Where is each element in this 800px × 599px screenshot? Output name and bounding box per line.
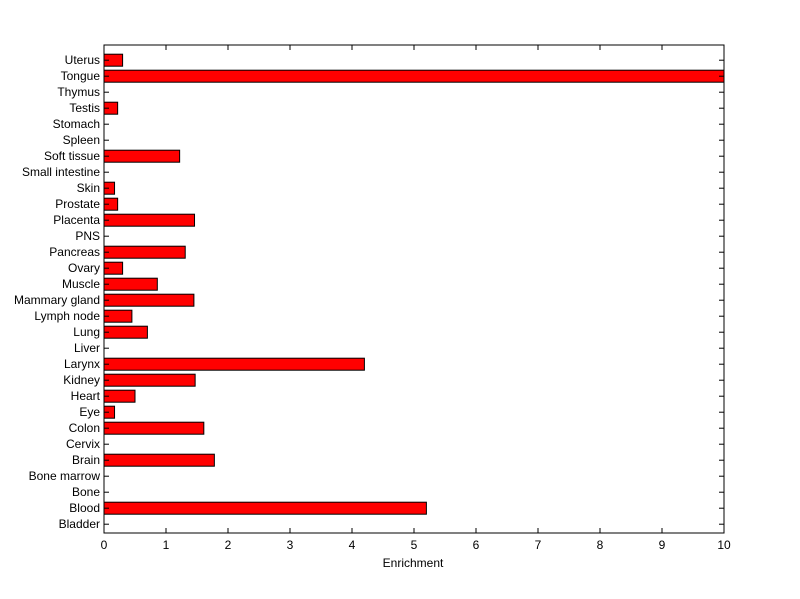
bar-tongue [103, 69, 725, 83]
x-tick-label-6: 6 [473, 538, 480, 552]
y-tick-label-skin: Skin [77, 181, 100, 195]
y-tick-label-thymus: Thymus [57, 85, 100, 99]
bar-brain [103, 453, 215, 467]
bar-colon [103, 421, 205, 435]
plot-frame [103, 44, 725, 534]
y-tick-label-ovary: Ovary [68, 261, 100, 275]
y-tick-label-soft-tissue: Soft tissue [44, 149, 100, 163]
bar-larynx [103, 357, 365, 371]
x-tick-group: 0 1 2 3 4 5 6 7 8 9 10 [101, 45, 731, 552]
y-tick-label-bone-marrow: Bone marrow [29, 469, 101, 483]
x-axis-label: Enrichment [383, 556, 444, 570]
y-tick-label-testis: Testis [69, 101, 100, 115]
x-tick-label-10: 10 [717, 538, 731, 552]
y-tick-label-lymph-node: Lymph node [34, 309, 100, 323]
y-tick-label-spleen: Spleen [63, 133, 100, 147]
bar-blood [103, 501, 427, 515]
x-tick-label-0: 0 [101, 538, 108, 552]
x-tick-label-5: 5 [411, 538, 418, 552]
bar-lung [103, 325, 148, 339]
bar-group [103, 53, 725, 515]
y-tick-label-heart: Heart [71, 389, 101, 403]
bar-pancreas [103, 245, 186, 259]
x-tick-label-4: 4 [349, 538, 356, 552]
y-tick-label-liver: Liver [74, 341, 100, 355]
x-tick-label-3: 3 [287, 538, 294, 552]
y-tick-label-colon: Colon [69, 421, 100, 435]
y-tick-label-uterus: Uterus [65, 53, 100, 67]
y-tick-label-brain: Brain [72, 453, 100, 467]
y-tick-label-lung: Lung [73, 325, 100, 339]
y-tick-label-blood: Blood [69, 501, 100, 515]
y-tick-group: Uterus Tongue Thymus Testis Stomach Spleen Sof… [14, 53, 724, 531]
y-tick-label-larynx: Larynx [64, 357, 100, 371]
bar-soft-tissue [103, 149, 181, 163]
y-tick-label-bone: Bone [72, 485, 100, 499]
y-tick-label-prostate: Prostate [55, 197, 100, 211]
x-tick-label-2: 2 [225, 538, 232, 552]
y-tick-label-muscle: Muscle [62, 277, 100, 291]
bar-mammary-gland [103, 293, 195, 307]
y-tick-label-stomach: Stomach [53, 117, 100, 131]
x-tick-label-9: 9 [659, 538, 666, 552]
y-tick-label-cervix: Cervix [66, 437, 100, 451]
y-tick-label-mammary-gland: Mammary gland [14, 293, 100, 307]
y-tick-label-bladder: Bladder [59, 517, 100, 531]
y-tick-label-pancreas: Pancreas [49, 245, 100, 259]
bar-muscle [103, 277, 158, 291]
x-tick-label-7: 7 [535, 538, 542, 552]
y-tick-label-tongue: Tongue [61, 69, 101, 83]
y-tick-label-placenta: Placenta [53, 213, 100, 227]
y-tick-label-pns: PNS [75, 229, 100, 243]
bar-kidney [103, 373, 196, 387]
y-tick-label-kidney: Kidney [63, 373, 100, 387]
bar-placenta [103, 213, 196, 227]
y-tick-label-small-intestine: Small intestine [22, 165, 100, 179]
x-tick-label-8: 8 [597, 538, 604, 552]
x-tick-label-1: 1 [163, 538, 170, 552]
y-tick-label-eye: Eye [79, 405, 100, 419]
